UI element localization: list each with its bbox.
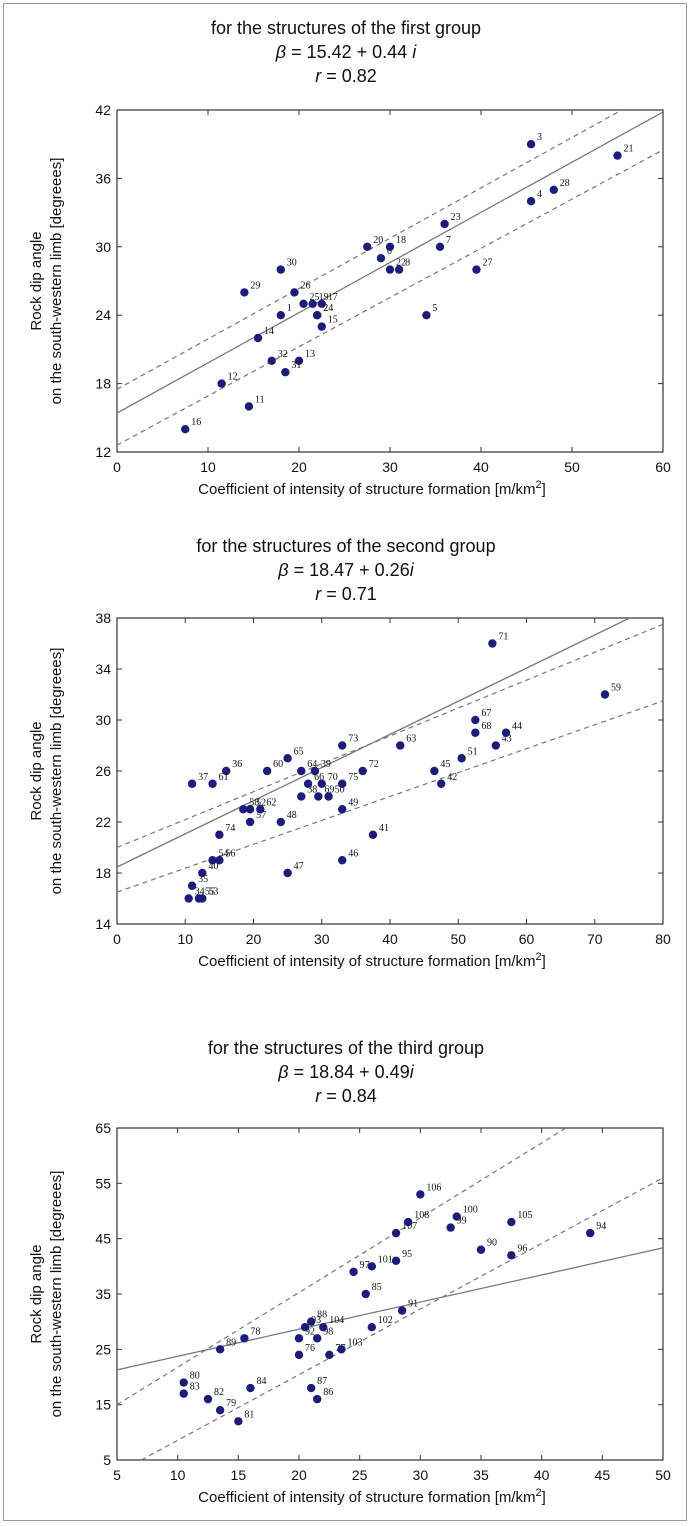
figure-frame — [3, 3, 687, 1521]
chart-1-titles: for the structures of the first group β … — [0, 16, 692, 88]
chart-2-titles: for the structures of the second group β… — [0, 534, 692, 606]
chart-3-title: for the structures of the third group — [207, 1038, 485, 1058]
chart-1-correlation: r = 0.82 — [315, 66, 377, 86]
chart-3-equation: β = 18.84 + 0.49i — [278, 1062, 414, 1082]
chart-2-correlation: r = 0.71 — [315, 584, 377, 604]
chart-2-title: for the structures of the second group — [196, 536, 496, 556]
chart-1-equation: β = 15.42 + 0.44 i — [275, 42, 417, 62]
chart-3-titles: for the structures of the third group β … — [0, 1036, 692, 1108]
chart-3-correlation: r = 0.84 — [315, 1086, 377, 1106]
chart-1-title: for the structures of the first group — [210, 18, 482, 38]
chart-2-equation: β = 18.47 + 0.26i — [278, 560, 414, 580]
